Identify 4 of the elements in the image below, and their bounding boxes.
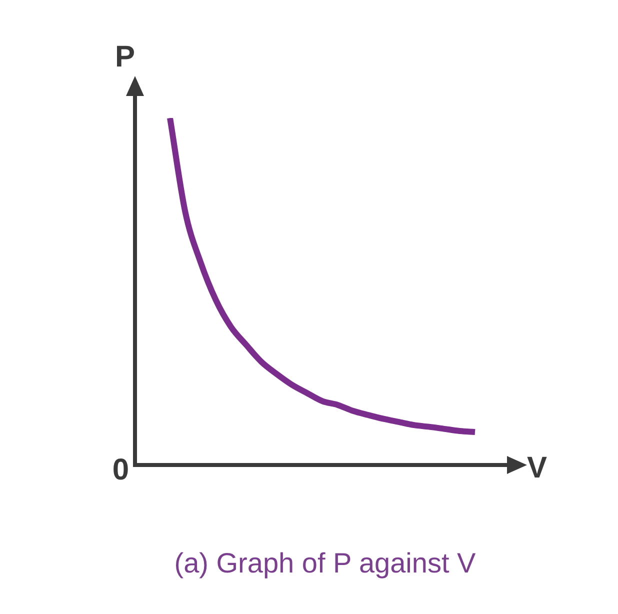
text: (a) Graph of P against V — [174, 548, 476, 579]
y-axis-title: P — [114, 40, 136, 74]
x-axis-title: V — [527, 451, 548, 484]
text: 0 — [112, 453, 129, 486]
